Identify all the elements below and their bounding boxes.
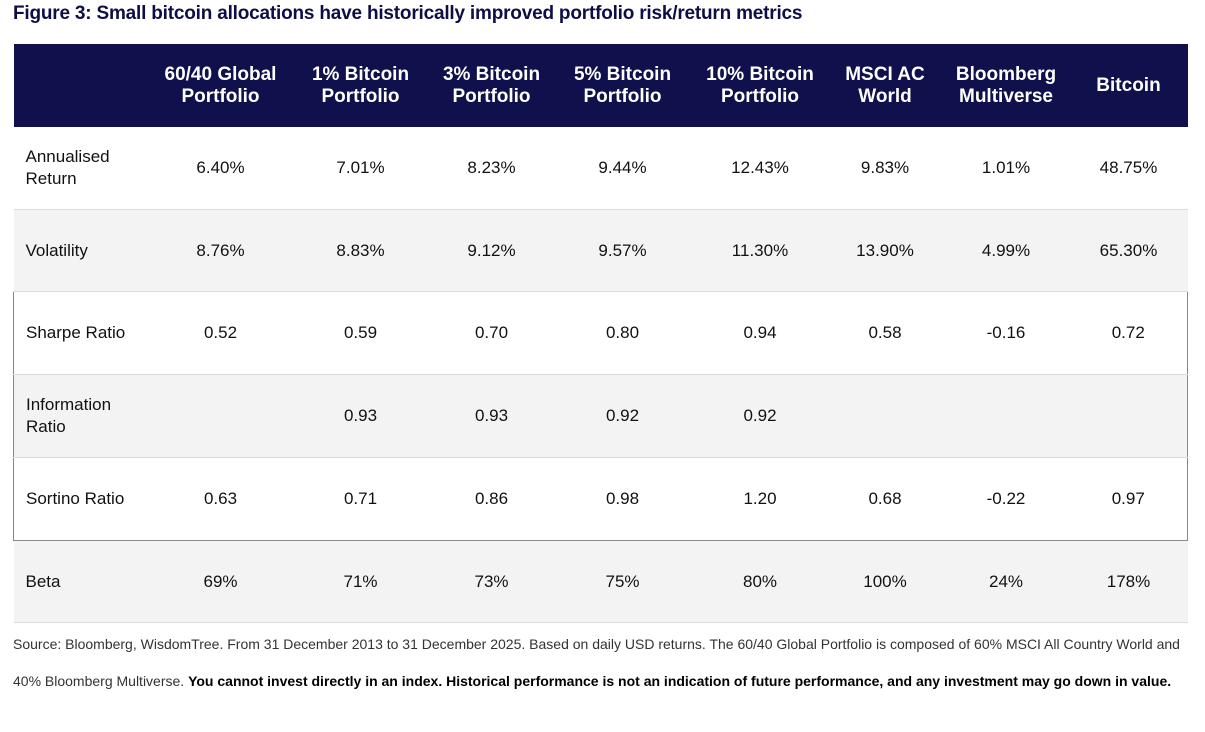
table-body: Annualised Return 6.40% 7.01% 8.23% 9.44% 12.… bbox=[13, 127, 1188, 623]
table-cell: 0.92 bbox=[692, 374, 828, 458]
table-row: Volatility 8.76% 8.83% 9.12% 9.57% 11.30% 13.9… bbox=[13, 209, 1188, 292]
table-cell: 9.57% bbox=[552, 209, 693, 292]
table-cell: 0.70 bbox=[430, 291, 553, 375]
disclaimer: You cannot invest directly in an index. … bbox=[188, 673, 1172, 689]
table-cell: 71% bbox=[290, 540, 431, 623]
table-cell: 8.76% bbox=[150, 209, 291, 292]
table-cell: 9.44% bbox=[552, 127, 693, 210]
row-label: Sortino Ratio bbox=[13, 457, 151, 541]
table-cell: 48.75% bbox=[1069, 127, 1188, 210]
table-row: Beta 69% 71% 73% 75% 80% 100% 24% 178% bbox=[13, 540, 1188, 623]
row-label: Volatility bbox=[13, 209, 151, 292]
table-cell: 0.94 bbox=[692, 291, 828, 375]
table-cell: 0.71 bbox=[290, 457, 431, 541]
table-cell: 0.72 bbox=[1069, 291, 1188, 375]
column-header: Bitcoin bbox=[1069, 44, 1188, 127]
table-cell: 8.23% bbox=[430, 127, 553, 210]
table-cell: 1.20 bbox=[692, 457, 828, 541]
table-cell: 6.40% bbox=[150, 127, 291, 210]
metrics-table: 60/40 Global Portfolio 1% Bitcoin Portfol… bbox=[13, 44, 1188, 623]
table-cell: 178% bbox=[1069, 540, 1188, 623]
table-cell: 9.12% bbox=[430, 209, 553, 292]
table-cell: 0.93 bbox=[430, 374, 553, 458]
table-cell: 65.30% bbox=[1069, 209, 1188, 292]
table-cell: 8.83% bbox=[290, 209, 431, 292]
row-label: Sharpe Ratio bbox=[13, 291, 151, 375]
table-cell bbox=[150, 374, 291, 458]
figure-title: Figure 3: Small bitcoin allocations have… bbox=[13, 3, 803, 24]
table-cell: -0.16 bbox=[942, 291, 1070, 375]
row-label: Annualised Return bbox=[13, 127, 151, 210]
table-cell: 7.01% bbox=[290, 127, 431, 210]
column-header: 60/40 Global Portfolio bbox=[150, 44, 291, 127]
table-cell: 69% bbox=[150, 540, 291, 623]
table-cell: 0.59 bbox=[290, 291, 431, 375]
table-cell: 11.30% bbox=[692, 209, 828, 292]
header-row: 60/40 Global Portfolio 1% Bitcoin Portfol… bbox=[13, 44, 1188, 127]
table-cell: 13.90% bbox=[827, 209, 943, 292]
table-cell: 12.43% bbox=[692, 127, 828, 210]
table-cell: 0.80 bbox=[552, 291, 693, 375]
column-header: 3% Bitcoin Portfolio bbox=[430, 44, 553, 127]
table-cell: 0.58 bbox=[827, 291, 943, 375]
table-cell: 0.86 bbox=[430, 457, 553, 541]
table-row: Annualised Return 6.40% 7.01% 8.23% 9.44% 12.… bbox=[13, 127, 1188, 210]
table-cell: 9.83% bbox=[827, 127, 943, 210]
table-cell: 0.98 bbox=[552, 457, 693, 541]
column-header: MSCI AC World bbox=[827, 44, 943, 127]
column-header: 10% Bitcoin Portfolio bbox=[692, 44, 828, 127]
column-header: 1% Bitcoin Portfolio bbox=[290, 44, 431, 127]
header-cell bbox=[13, 44, 151, 127]
table-cell: 100% bbox=[827, 540, 943, 623]
row-label: Information Ratio bbox=[13, 374, 151, 458]
table-cell: 0.52 bbox=[150, 291, 291, 375]
table-cell: 0.68 bbox=[827, 457, 943, 541]
table-cell: 1.01% bbox=[942, 127, 1070, 210]
table-cell: 24% bbox=[942, 540, 1070, 623]
table-row: Information Ratio 0.93 0.93 0.92 0.92 bbox=[13, 374, 1188, 458]
column-header: 5% Bitcoin Portfolio bbox=[552, 44, 693, 127]
table-cell bbox=[827, 374, 943, 458]
table-cell: 0.63 bbox=[150, 457, 291, 541]
source-text: Source: Bloomberg, WisdomTree. From 31 D… bbox=[13, 636, 1180, 689]
table-cell: 0.92 bbox=[552, 374, 693, 458]
table-cell: 80% bbox=[692, 540, 828, 623]
table-cell: 0.93 bbox=[290, 374, 431, 458]
row-label: Beta bbox=[13, 540, 151, 623]
table-cell: 0.97 bbox=[1069, 457, 1188, 541]
source-note: Source: Bloomberg, WisdomTree. From 31 D… bbox=[13, 626, 1193, 700]
table-row: Sortino Ratio 0.63 0.71 0.86 0.98 1.20 0.68 -0.… bbox=[13, 457, 1188, 541]
table-row: Sharpe Ratio 0.52 0.59 0.70 0.80 0.94 0.58 -0.1… bbox=[13, 291, 1188, 375]
table-cell: 75% bbox=[552, 540, 693, 623]
table-cell: 4.99% bbox=[942, 209, 1070, 292]
column-header: Bloomberg Multiverse bbox=[942, 44, 1070, 127]
table-cell bbox=[942, 374, 1070, 458]
table-cell bbox=[1069, 374, 1188, 458]
table-cell: 73% bbox=[430, 540, 553, 623]
table-cell: -0.22 bbox=[942, 457, 1070, 541]
